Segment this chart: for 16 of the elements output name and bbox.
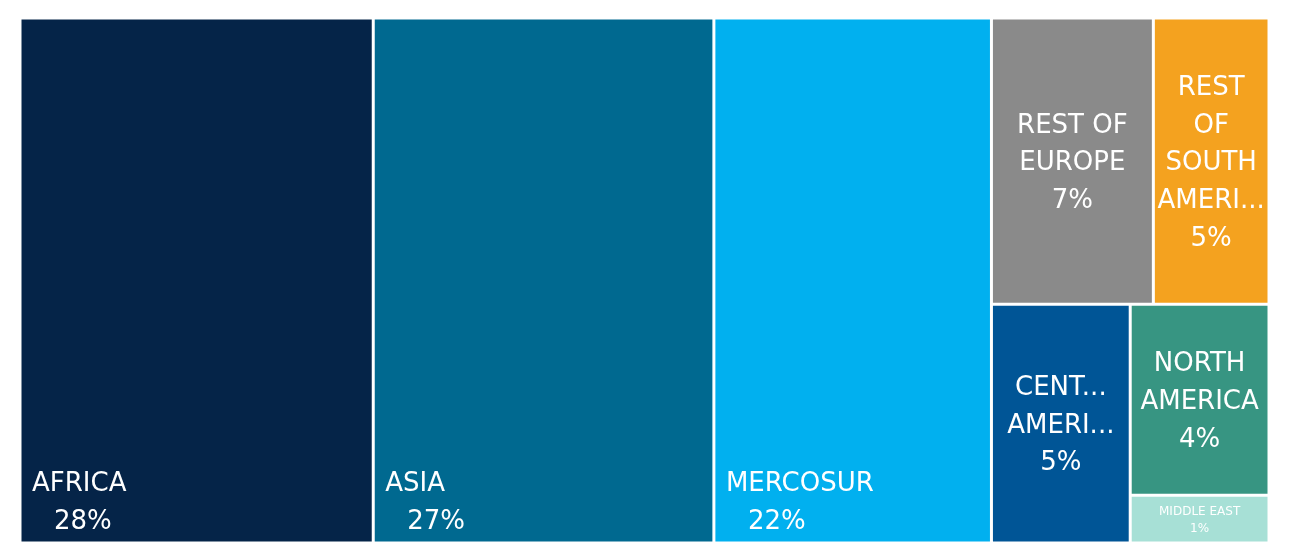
- category-label: REST OF SOUTH AMERI...: [1157, 70, 1265, 214]
- data-label: 1%: [1190, 521, 1210, 536]
- category-label: REST OF EUROPE: [1017, 108, 1128, 177]
- data-label: 28%: [54, 505, 112, 535]
- data-label: 7%: [1051, 183, 1094, 214]
- data-label: 5%: [1040, 446, 1082, 477]
- category-label: CENT... AMERI...: [1007, 371, 1115, 439]
- data-label: 4%: [1178, 422, 1221, 453]
- data-label: 27%: [407, 505, 466, 535]
- data-label: 5%: [1190, 221, 1232, 252]
- category-label: ASIA: [385, 467, 446, 498]
- data-label: 22%: [747, 505, 806, 535]
- category-label: NORTH AMERICA: [1140, 347, 1259, 415]
- category-label: MERCOSUR: [725, 467, 874, 498]
- category-label: AFRICA: [32, 467, 127, 498]
- category-label: MIDDLE EAST: [1159, 503, 1241, 518]
